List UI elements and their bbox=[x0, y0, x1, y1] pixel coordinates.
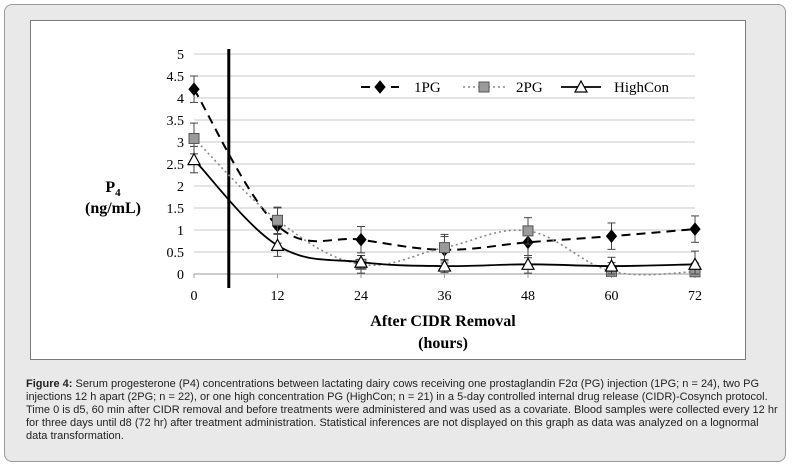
y-tick-label: 0.5 bbox=[167, 246, 185, 261]
series-2PG bbox=[188, 122, 701, 278]
y-axis-title: P4 bbox=[105, 179, 121, 199]
x-tick-label: 24 bbox=[354, 289, 368, 304]
y-axis-title-text: P bbox=[105, 179, 115, 196]
caption-label: Figure 4: bbox=[26, 378, 73, 390]
legend-marker-HighCon bbox=[573, 79, 589, 93]
data-point-1PG bbox=[355, 232, 367, 247]
legend-label-2PG: 2PG bbox=[516, 80, 543, 96]
y-tick-label: 3.5 bbox=[167, 114, 185, 129]
x-tick-label: 12 bbox=[271, 289, 285, 304]
data-point-HighCon bbox=[437, 258, 452, 272]
legend: 1PG 2PG HighCon bbox=[361, 79, 670, 96]
x-tick-label: 60 bbox=[605, 289, 619, 304]
legend-marker-1PG bbox=[374, 80, 386, 94]
y-tick-label: 4.5 bbox=[167, 70, 185, 85]
data-point-HighCon bbox=[604, 258, 619, 272]
legend-label-HighCon: HighCon bbox=[614, 80, 670, 96]
y-tick-label: 2.5 bbox=[167, 158, 185, 173]
data-point-HighCon bbox=[186, 152, 202, 166]
data-point-1PG bbox=[689, 222, 701, 236]
data-point-2PG bbox=[522, 225, 534, 237]
y-tick-label: 1 bbox=[177, 224, 184, 239]
data-point-HighCon bbox=[270, 238, 285, 251]
y-axis-unit: (ng/mL) bbox=[85, 200, 141, 217]
series-HighCon bbox=[186, 145, 703, 275]
series-lines bbox=[186, 75, 703, 278]
y-tick-label: 5 bbox=[177, 48, 184, 63]
data-point-2PG bbox=[272, 214, 283, 226]
data-point-2PG bbox=[439, 242, 450, 254]
data-point-HighCon bbox=[353, 254, 369, 268]
y-tick-label: 3 bbox=[177, 136, 184, 151]
x-axis-unit: (hours) bbox=[418, 335, 468, 352]
figure-frame: 0 0.5 1 1.5 2 2.5 3 3.5 4 4.5 5 0 12 24 36 48 60 72 1PG 2P… bbox=[4, 4, 786, 462]
legend-entry-HighCon: HighCon bbox=[561, 79, 670, 96]
chart-area: 0 0.5 1 1.5 2 2.5 3 3.5 4 4.5 5 0 12 24 36 48 60 72 1PG 2P… bbox=[30, 20, 746, 360]
data-point-1PG bbox=[605, 229, 618, 243]
figure-caption: Figure 4: Serum progesterone (P4) concen… bbox=[26, 378, 778, 443]
y-tick-label: 1.5 bbox=[167, 202, 185, 217]
legend-marker-2PG bbox=[478, 81, 490, 93]
data-point-2PG bbox=[188, 132, 200, 144]
data-point-1PG bbox=[188, 82, 200, 96]
x-tick-label: 72 bbox=[688, 289, 702, 304]
x-axis-title: After CIDR Removal bbox=[370, 313, 516, 330]
x-tick-label: 48 bbox=[521, 289, 535, 304]
y-tick-label: 4 bbox=[177, 92, 184, 107]
x-tick-label: 0 bbox=[191, 289, 198, 304]
data-point-HighCon bbox=[520, 257, 536, 270]
x-tick-label: 36 bbox=[438, 289, 452, 304]
y-tick-label: 0 bbox=[177, 268, 184, 283]
data-point-HighCon bbox=[687, 257, 703, 270]
axes: 0 0.5 1 1.5 2 2.5 3 3.5 4 4.5 5 0 12 24 36 48 60 72 bbox=[167, 48, 703, 304]
caption-text: Serum progesterone (P4) concentrations b… bbox=[26, 378, 778, 443]
y-axis-title-subscript: 4 bbox=[115, 187, 121, 199]
line-chart: 0 0.5 1 1.5 2 2.5 3 3.5 4 4.5 5 0 12 24 36 48 60 72 1PG 2P… bbox=[85, 48, 703, 352]
legend-entry-2PG: 2PG bbox=[463, 80, 543, 96]
legend-entry-1PG: 1PG bbox=[361, 80, 441, 96]
y-tick-label: 2 bbox=[177, 180, 184, 195]
legend-label-1PG: 1PG bbox=[414, 80, 441, 96]
series-line-1PG bbox=[193, 88, 696, 251]
